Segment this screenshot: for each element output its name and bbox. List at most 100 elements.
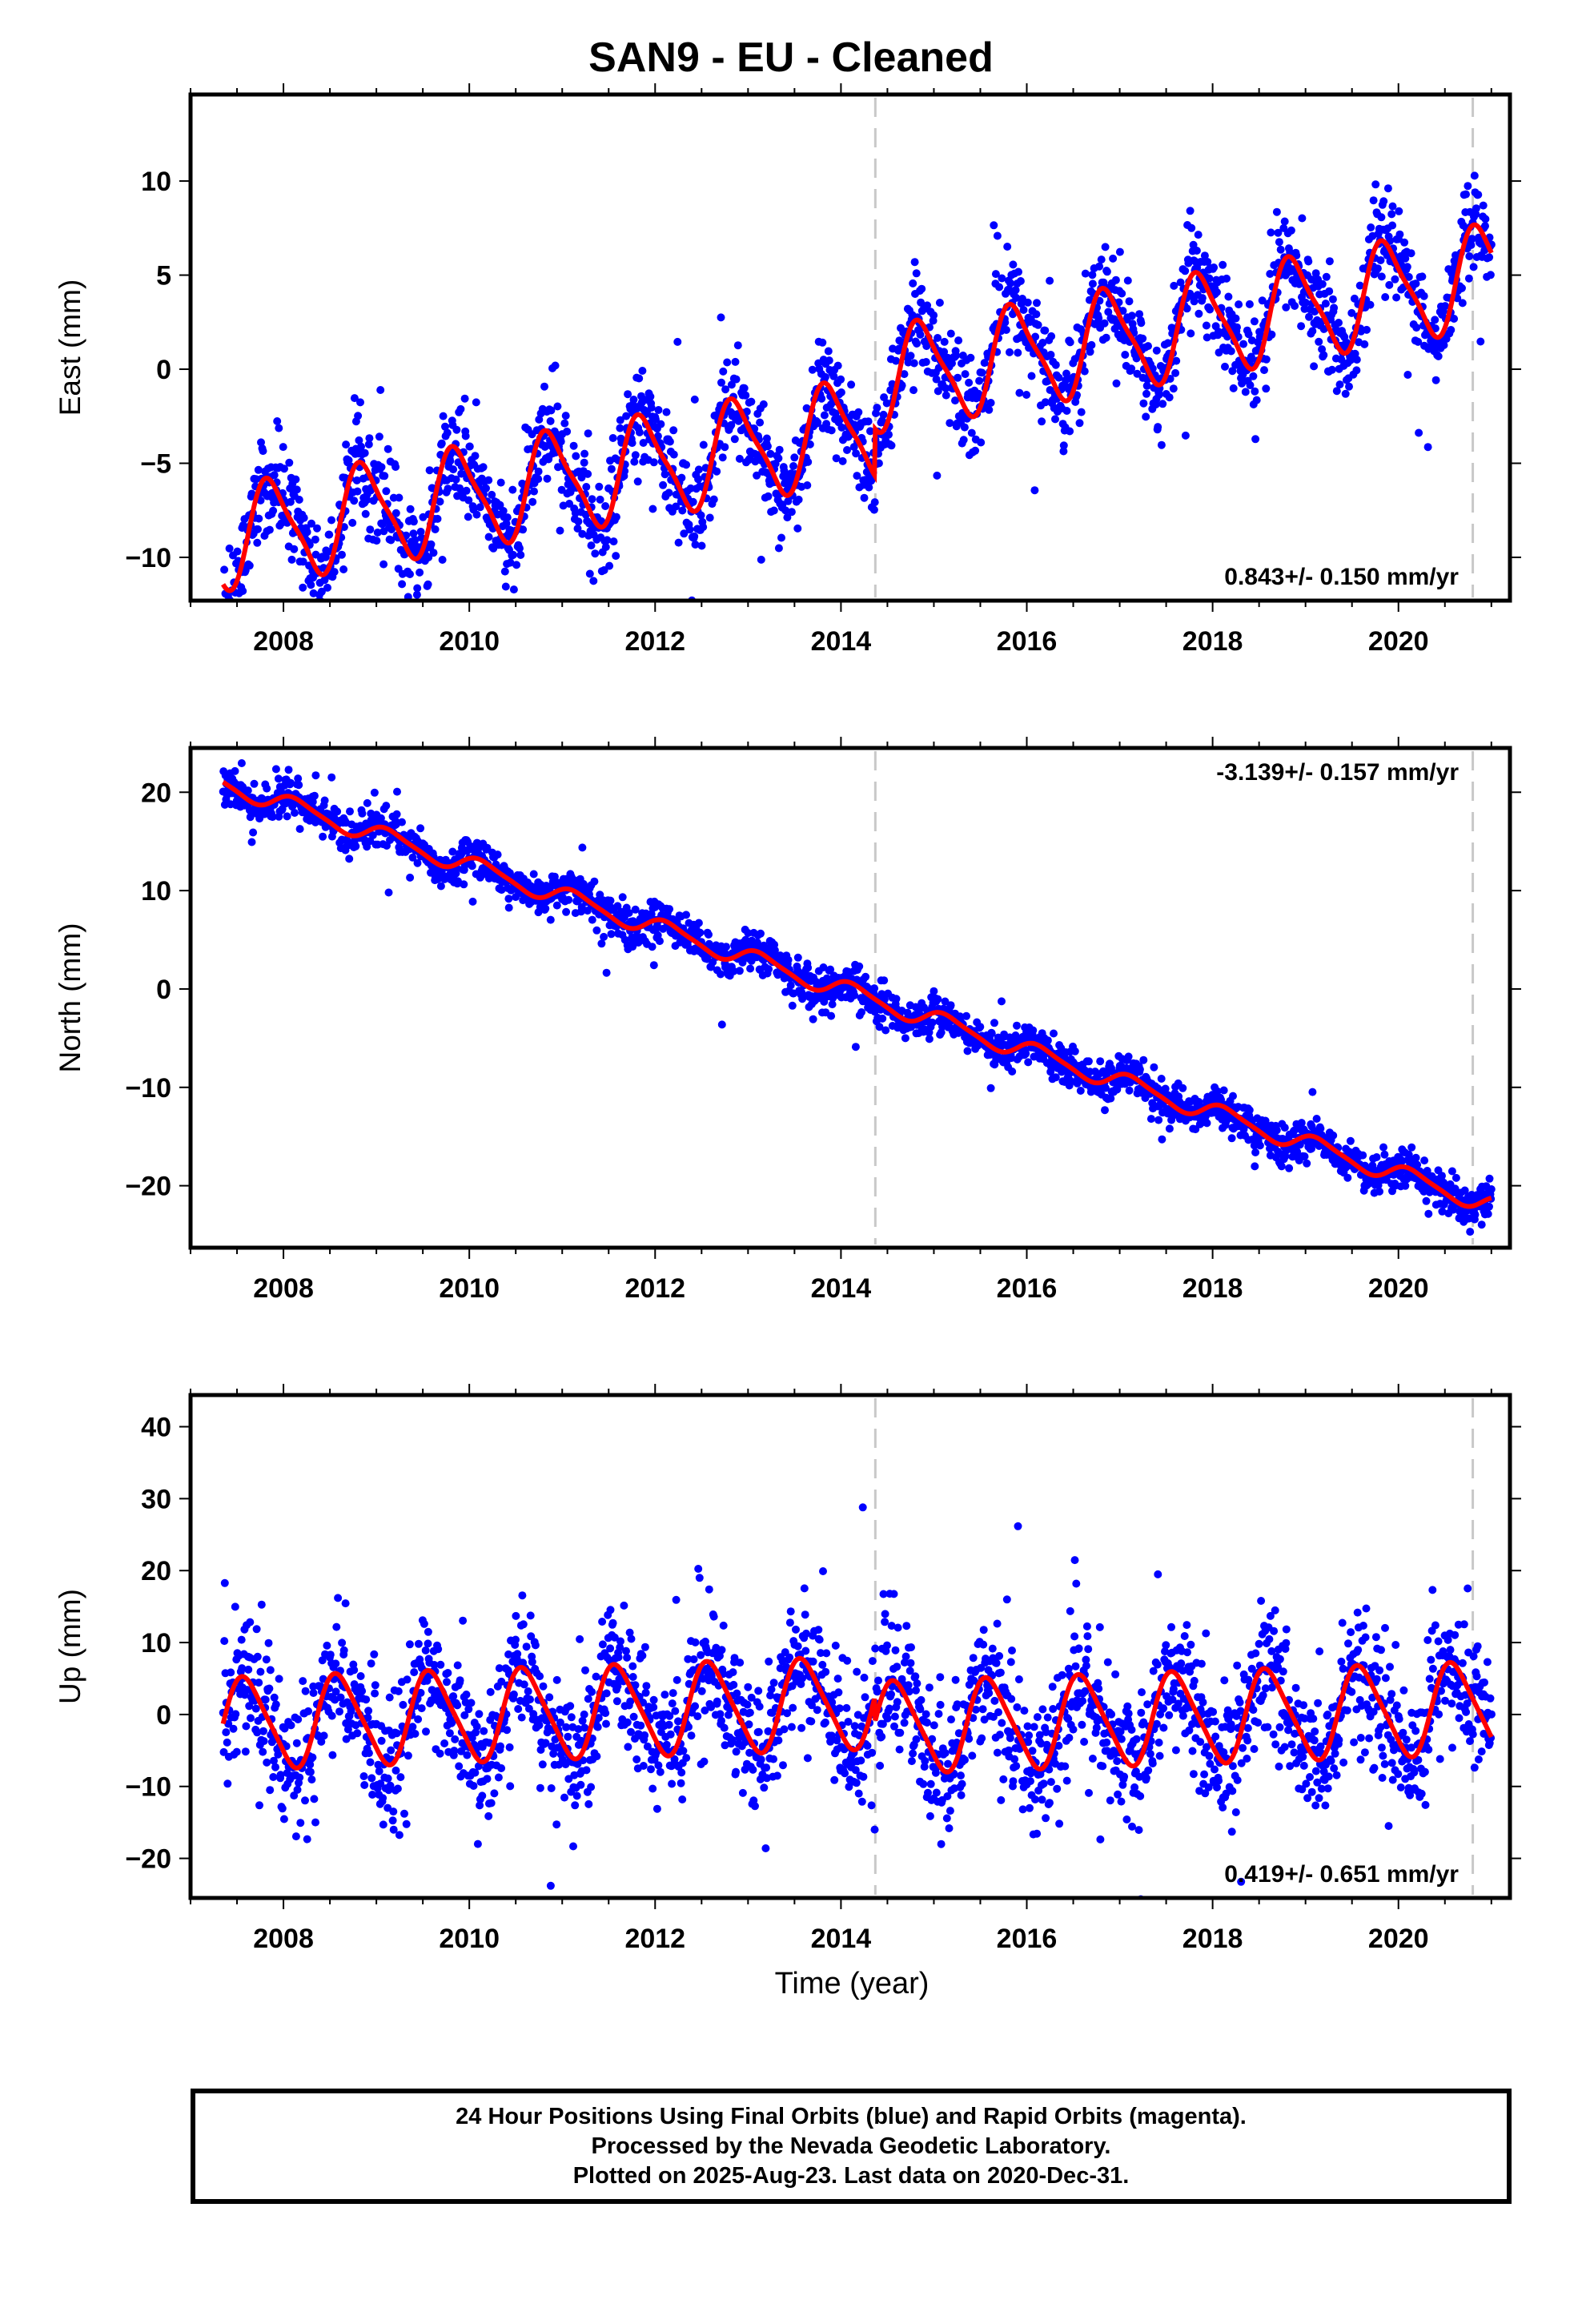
data-point [1322,272,1331,281]
data-point [960,423,969,432]
data-point [765,965,773,974]
data-point [677,473,686,482]
data-point [266,1666,275,1675]
data-point [793,524,802,533]
data-point [648,505,657,513]
data-point [1267,330,1276,339]
data-point [1346,1136,1355,1145]
data-point [774,454,783,463]
data-point [1097,255,1106,264]
data-point [1343,1173,1352,1182]
data-point [393,1784,402,1793]
data-point [1051,415,1059,424]
data-point [697,541,706,550]
data-point [1403,263,1411,271]
y-tick-label: 10 [141,167,171,197]
data-point [654,406,663,414]
data-point [501,582,510,591]
data-point [587,541,596,550]
data-point [264,1638,273,1647]
data-point [1359,1151,1367,1160]
data-point [735,967,744,975]
data-point [1262,384,1271,393]
data-point [224,1719,233,1728]
data-point [572,452,580,460]
data-point [786,981,795,990]
data-point [1375,1187,1383,1196]
data-point [1400,238,1409,247]
data-point [472,398,480,407]
data-point [1360,340,1369,348]
data-point [1241,388,1250,396]
data-point [865,483,873,492]
data-point [1075,419,1084,428]
plot-frame [188,92,1512,603]
data-point [271,1700,280,1709]
data-point [255,1679,263,1687]
data-point [990,221,998,230]
data-point [635,428,644,436]
data-point [496,501,504,509]
data-point [253,538,262,547]
data-point [225,544,234,553]
data-point [219,648,227,656]
data-point [1301,298,1310,307]
data-point [253,1652,262,1661]
data-point [231,1710,240,1719]
data-point [1070,1047,1079,1055]
data-point [403,1675,412,1684]
data-point [775,445,784,454]
data-point [371,1681,379,1690]
data-point [1381,293,1390,301]
data-point [1355,281,1364,290]
data-point [784,955,793,964]
x-tick-label: 2018 [1182,1273,1243,1304]
data-point [416,568,424,577]
data-point [991,270,1000,279]
data-point [375,614,383,622]
data-point [1487,1185,1496,1193]
data-point [220,633,228,641]
data-point [479,463,488,472]
data-point [1006,279,1014,287]
data-point [1469,263,1478,271]
data-point [817,394,826,403]
data-point [1239,340,1248,348]
data-point [601,502,610,510]
data-point [449,1692,458,1701]
data-point [307,519,315,528]
data-point [411,536,420,545]
data-point [965,378,974,387]
data-point [1202,321,1211,330]
data-point [741,391,750,400]
data-point [581,510,590,519]
data-point [653,432,662,440]
data-point [885,430,893,439]
data-point [307,581,315,589]
data-point [245,561,254,570]
data-point [1297,1119,1306,1128]
data-point [1125,297,1134,306]
data-point [879,410,888,419]
x-tick-label: 2012 [624,626,685,657]
x-tick-label: 2010 [439,626,500,657]
data-point [1013,1021,1021,1030]
data-point [338,550,346,559]
y-tick-label: 5 [156,261,171,292]
data-point [1046,276,1054,285]
data-point [460,394,469,403]
data-point [976,1023,985,1031]
data-point [588,495,596,504]
data-point [1198,294,1207,303]
data-point [323,548,332,556]
data-point [269,506,278,515]
data-point [424,580,432,589]
data-point [746,964,755,973]
data-point [975,376,984,385]
x-tick-label: 2018 [1182,626,1243,657]
data-point [1332,387,1341,396]
data-point [265,1684,274,1693]
data-point [759,400,768,408]
data-point [1165,393,1174,402]
data-point [391,1766,400,1775]
